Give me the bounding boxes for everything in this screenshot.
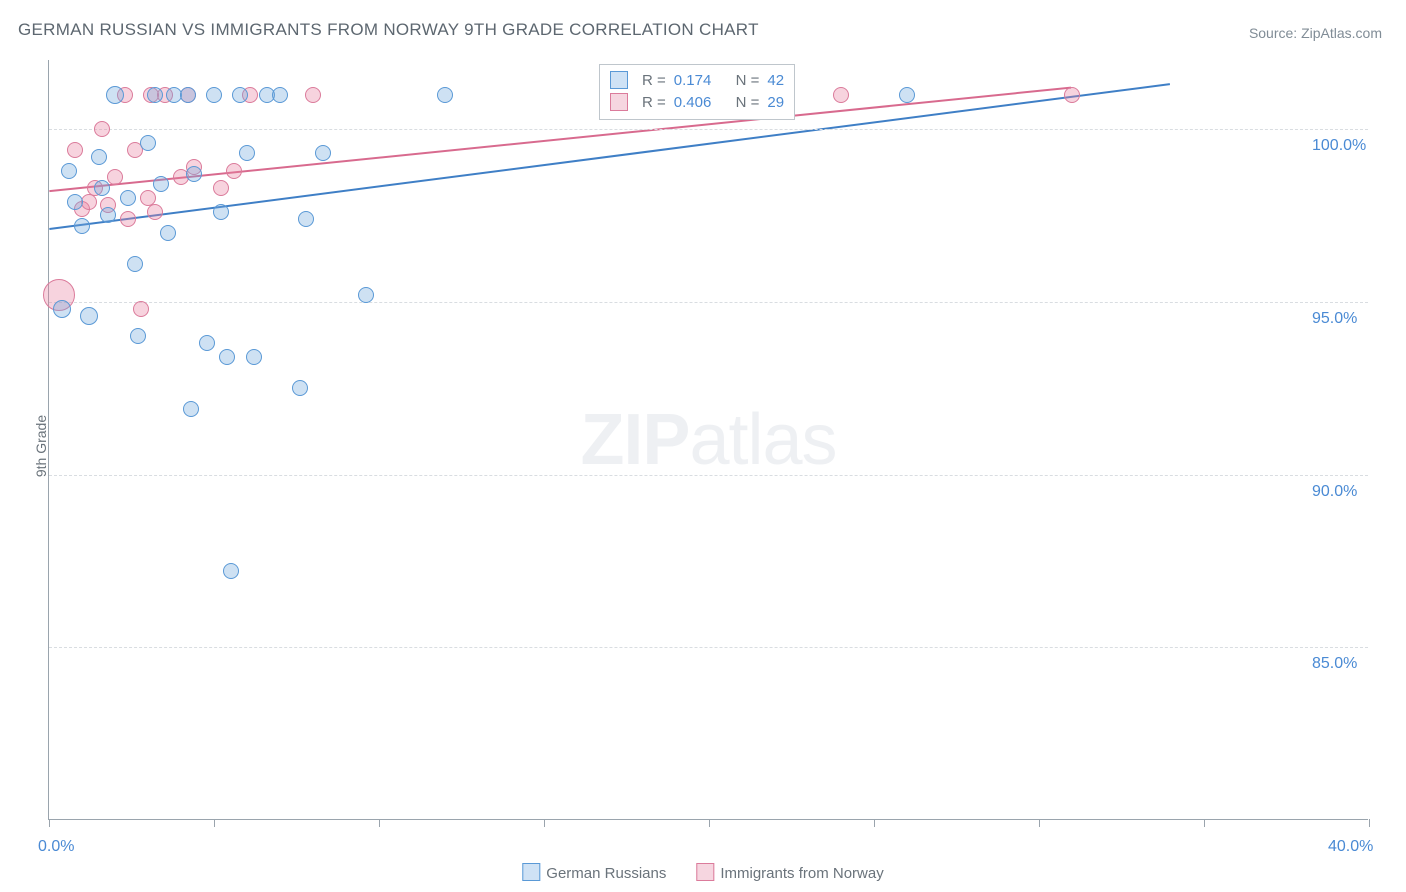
gridline	[49, 475, 1368, 476]
data-point-a	[186, 166, 202, 182]
watermark-rest: atlas	[689, 400, 836, 480]
y-tick-label: 95.0%	[1312, 310, 1357, 328]
data-point-a	[358, 287, 374, 303]
stats-row-b: R = 0.406 N = 29	[610, 91, 784, 113]
stats-n-val-a: 42	[767, 72, 784, 89]
chart-title: GERMAN RUSSIAN VS IMMIGRANTS FROM NORWAY…	[18, 20, 759, 40]
stats-n-label-b: N =	[736, 94, 760, 111]
legend-item-b: Immigrants from Norway	[696, 863, 883, 882]
data-point-a	[183, 401, 199, 417]
data-point-a	[298, 211, 314, 227]
source-prefix: Source:	[1249, 25, 1301, 41]
data-point-a	[147, 87, 163, 103]
x-tick	[214, 819, 215, 827]
data-point-a	[127, 256, 143, 272]
data-point-a	[91, 149, 107, 165]
data-point-a	[219, 349, 235, 365]
data-point-a	[232, 87, 248, 103]
data-point-a	[206, 87, 222, 103]
data-point-b	[213, 180, 229, 196]
x-tick	[544, 819, 545, 827]
data-point-b	[133, 301, 149, 317]
data-point-a	[80, 307, 98, 325]
data-point-b	[147, 204, 163, 220]
gridline	[49, 302, 1368, 303]
data-point-a	[180, 87, 196, 103]
data-point-a	[94, 180, 110, 196]
y-tick-label: 90.0%	[1312, 483, 1357, 501]
data-point-a	[140, 135, 156, 151]
data-point-b	[94, 121, 110, 137]
watermark-bold: ZIP	[580, 400, 689, 480]
legend-swatch-b-icon	[696, 863, 714, 881]
plot-area: ZIPatlas R = 0.174 N = 42 R = 0.406 N = …	[48, 60, 1368, 820]
y-tick-label: 100.0%	[1312, 137, 1366, 155]
data-point-a	[100, 207, 116, 223]
data-point-b	[1064, 87, 1080, 103]
data-point-a	[315, 145, 331, 161]
data-point-b	[305, 87, 321, 103]
stats-r-label-a: R =	[642, 72, 666, 89]
stats-box: R = 0.174 N = 42 R = 0.406 N = 29	[599, 64, 795, 120]
legend-swatch-a-icon	[522, 863, 540, 881]
data-point-a	[239, 145, 255, 161]
chart-container: GERMAN RUSSIAN VS IMMIGRANTS FROM NORWAY…	[0, 0, 1406, 892]
data-point-b	[67, 142, 83, 158]
data-point-a	[153, 176, 169, 192]
data-point-b	[226, 163, 242, 179]
y-axis-label: 9th Grade	[33, 415, 49, 477]
data-point-a	[292, 380, 308, 396]
data-point-a	[67, 194, 83, 210]
data-point-a	[199, 335, 215, 351]
x-tick	[874, 819, 875, 827]
legend-label-b: Immigrants from Norway	[720, 865, 883, 882]
data-point-a	[120, 190, 136, 206]
data-point-a	[130, 328, 146, 344]
watermark: ZIPatlas	[580, 399, 836, 481]
x-min-label: 0.0%	[38, 838, 74, 856]
data-point-b	[107, 169, 123, 185]
source-credit: Source: ZipAtlas.com	[1249, 25, 1382, 41]
data-point-a	[899, 87, 915, 103]
data-point-a	[223, 563, 239, 579]
gridline	[49, 129, 1368, 130]
data-point-a	[437, 87, 453, 103]
legend-item-a: German Russians	[522, 863, 666, 882]
swatch-a-icon	[610, 71, 628, 89]
y-tick-label: 85.0%	[1312, 655, 1357, 673]
x-tick	[49, 819, 50, 827]
trend-lines	[49, 60, 1368, 819]
legend-label-a: German Russians	[546, 865, 666, 882]
x-max-label: 40.0%	[1328, 838, 1373, 856]
swatch-b-icon	[610, 93, 628, 111]
x-tick	[1204, 819, 1205, 827]
data-point-a	[61, 163, 77, 179]
stats-n-label-a: N =	[736, 72, 760, 89]
x-tick	[379, 819, 380, 827]
data-point-a	[53, 300, 71, 318]
x-tick	[1369, 819, 1370, 827]
stats-r-val-b: 0.406	[674, 94, 712, 111]
legend: German Russians Immigrants from Norway	[522, 863, 883, 882]
data-point-a	[74, 218, 90, 234]
data-point-a	[272, 87, 288, 103]
stats-r-label-b: R =	[642, 94, 666, 111]
source-name: ZipAtlas.com	[1301, 25, 1382, 41]
stats-r-val-a: 0.174	[674, 72, 712, 89]
data-point-b	[120, 211, 136, 227]
stats-n-val-b: 29	[767, 94, 784, 111]
stats-row-a: R = 0.174 N = 42	[610, 69, 784, 91]
data-point-a	[160, 225, 176, 241]
data-point-a	[213, 204, 229, 220]
data-point-b	[833, 87, 849, 103]
gridline	[49, 647, 1368, 648]
x-tick	[1039, 819, 1040, 827]
data-point-a	[246, 349, 262, 365]
data-point-a	[106, 86, 124, 104]
x-tick	[709, 819, 710, 827]
